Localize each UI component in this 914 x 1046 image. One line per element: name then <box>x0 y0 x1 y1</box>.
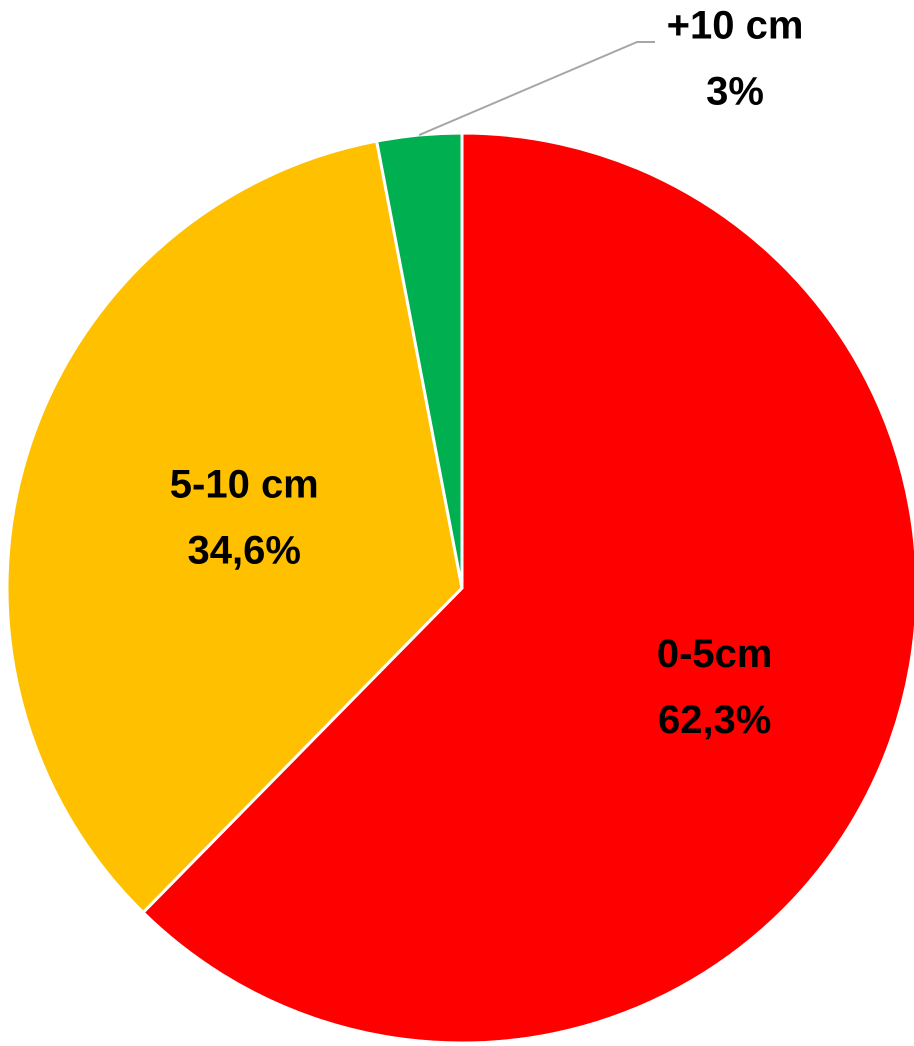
slice-category-label: +10 cm <box>667 4 804 48</box>
slice-value-label: 62,3% <box>658 698 771 742</box>
leader-line <box>418 41 655 136</box>
pie-slice <box>374 131 464 589</box>
slice-category-label: 5-10 cm <box>170 463 319 507</box>
slice-value-label: 3% <box>706 70 764 114</box>
slice-value-label: 34,6% <box>188 529 301 573</box>
slice-category-label: 0-5cm <box>657 632 773 676</box>
pie-slice <box>140 131 914 1045</box>
pie-slice <box>5 139 464 915</box>
